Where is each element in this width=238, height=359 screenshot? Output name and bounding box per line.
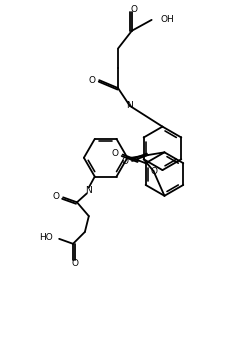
Text: OH: OH bbox=[160, 15, 174, 24]
Text: N: N bbox=[126, 101, 133, 110]
Text: O: O bbox=[112, 149, 119, 158]
Text: HO: HO bbox=[40, 233, 53, 242]
Text: O: O bbox=[130, 5, 137, 14]
Text: O: O bbox=[52, 192, 59, 201]
Text: O: O bbox=[121, 158, 128, 167]
Text: O: O bbox=[88, 76, 95, 85]
Text: N: N bbox=[85, 186, 92, 195]
Text: O: O bbox=[71, 259, 79, 268]
Text: O: O bbox=[150, 167, 157, 176]
